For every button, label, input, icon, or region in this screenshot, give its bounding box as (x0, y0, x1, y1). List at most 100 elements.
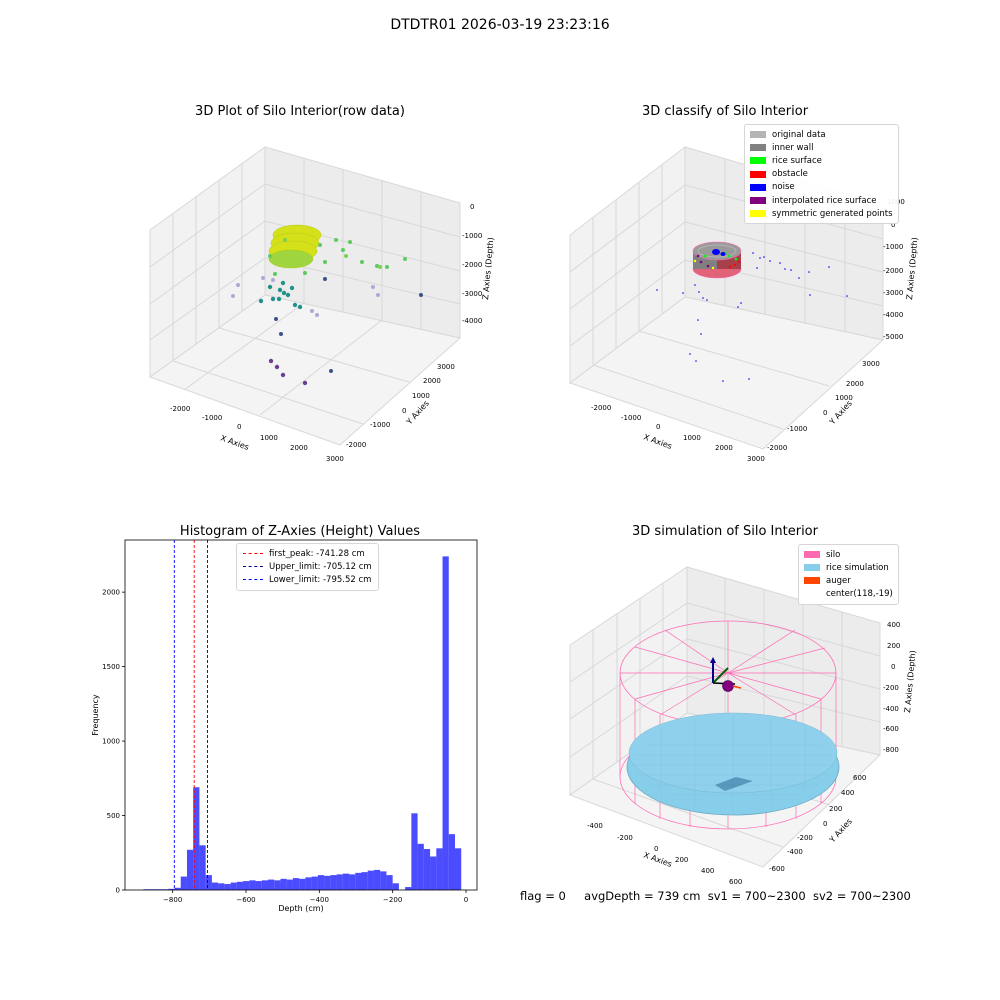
classify-y-ticks: -2000 -1000 0 1000 2000 3000 (767, 360, 880, 452)
legend-label: auger (826, 575, 851, 586)
raw-z-label: Z Axies (Depth) (481, 237, 495, 300)
tick-label: -4000 (883, 311, 903, 319)
histogram-bar (243, 881, 250, 890)
raw-points-lightgreen (283, 238, 382, 269)
histogram-bar (280, 878, 287, 890)
histogram-bar (361, 872, 368, 890)
tick-label: 1000 (683, 434, 701, 442)
legend-swatch (750, 183, 766, 191)
figure-title: DTDTR01 2026-03-19 23:23:16 (390, 17, 610, 33)
tick-label: 0 (402, 407, 406, 415)
rice-ring (268, 224, 322, 269)
tick-label: -1000 (202, 414, 222, 422)
tick-label: 0 (891, 663, 895, 671)
tick-label: 200 (675, 856, 688, 864)
tick-label: -1000 (621, 414, 641, 422)
histogram-bar (405, 887, 412, 890)
tick-label: −800 (163, 896, 182, 904)
tick-label: -400 (883, 705, 899, 713)
raw-points-green (268, 238, 407, 276)
legend-item: Lower_limit: -795.52 cm (243, 573, 372, 586)
histogram-bar (386, 875, 393, 890)
tick-label: 0 (237, 423, 241, 431)
tick-label: −400 (310, 896, 329, 904)
histogram-bar (311, 876, 318, 890)
legend-label: Upper_limit: -705.12 cm (269, 561, 372, 572)
legend-item: first_peak: -741.28 cm (243, 547, 372, 560)
simulation-z-label: Z Axies (Depth) (903, 650, 917, 713)
simulation-legend: silo rice simulation auger center(118,-1… (798, 544, 899, 605)
simulation-x-label: X Axies (642, 850, 673, 869)
tick-label: 2000 (102, 589, 120, 597)
histogram-bar (199, 845, 206, 890)
histogram-bar (292, 878, 300, 890)
legend-label: interpolated rice surface (772, 195, 877, 206)
raw-points-purple (268, 358, 308, 386)
tick-label: 2000 (846, 380, 864, 388)
legend-label: silo (826, 549, 841, 560)
histogram-bar (367, 870, 374, 890)
histogram-bar (236, 881, 244, 890)
raw-3d-box (148, 146, 462, 446)
histogram-bar (436, 848, 443, 890)
legend-label: rice simulation (826, 562, 889, 573)
silo-cylinder-classified (692, 241, 742, 279)
tick-label: 0 (823, 820, 827, 828)
histogram-bar (186, 849, 194, 890)
tick-label: -200 (883, 684, 899, 692)
histogram-bar (274, 880, 281, 890)
tick-label: -2000 (883, 267, 903, 275)
tick-label: -1000 (462, 232, 482, 240)
status-flag: flag = 0 (520, 889, 566, 903)
classify-legend: original data inner wall rice surface ob… (744, 124, 899, 225)
tick-label: −600 (236, 896, 255, 904)
legend-item: rice simulation (804, 561, 893, 574)
histogram-bar (448, 834, 455, 890)
tick-label: -400 (787, 848, 803, 856)
legend-label: symmetric generated points (772, 208, 893, 219)
legend-item: center(118,-19) (804, 588, 893, 601)
tick-label: -2000 (462, 261, 482, 269)
histogram-bar (380, 871, 387, 890)
legend-swatch (804, 577, 820, 585)
tick-label: -3000 (883, 289, 903, 297)
histogram-bar (174, 887, 181, 890)
tick-label: -3000 (462, 290, 482, 298)
histogram-bar (249, 880, 256, 890)
legend-item: silo (804, 548, 893, 561)
tick-label: 400 (701, 867, 714, 875)
histogram-bar (268, 879, 275, 890)
legend-label: center(118,-19) (826, 589, 893, 600)
tick-label: 3000 (437, 363, 455, 371)
histogram-bar (411, 813, 418, 890)
noise-points (656, 249, 848, 382)
histogram-bar (336, 874, 343, 890)
tick-label: -600 (883, 725, 899, 733)
classify-3d-plot: -2000 -1000 0 1000 2000 3000 X Axies -20… (568, 145, 919, 463)
tick-label: 400 (887, 621, 900, 629)
legend-label: inner wall (772, 142, 814, 153)
histogram-bar (455, 848, 462, 890)
raw-3d-plot: -2000 -1000 0 1000 2000 3000 X Axies -20… (148, 146, 495, 463)
interpolated-points (696, 254, 710, 268)
tick-label: 1000 (412, 392, 430, 400)
tick-label: 600 (729, 878, 742, 885)
histogram-bar (205, 875, 212, 890)
tick-label: 500 (107, 812, 120, 820)
tick-label: 3000 (747, 455, 765, 463)
histogram-y-ticks: 0 500 1000 1500 2000 (102, 589, 125, 895)
legend-label: original data (772, 129, 826, 140)
legend-item: rice surface (750, 154, 893, 167)
legend-label: rice surface (772, 155, 822, 166)
status-line: flag = 0 avgDepth = 739 cm sv1 = 700~230… (520, 889, 911, 903)
legend-line-sample (243, 579, 263, 581)
histogram-bar (330, 875, 337, 890)
tick-label: -1000 (883, 243, 903, 251)
histogram-bar (299, 878, 306, 890)
simulation-y-ticks: -600 -400 -200 0 200 400 600 (769, 774, 866, 873)
legend-swatch (750, 131, 766, 139)
histogram-bar (218, 883, 225, 890)
histogram-bar (324, 875, 331, 890)
histogram-bar (180, 876, 187, 890)
legend-label: noise (772, 182, 795, 193)
